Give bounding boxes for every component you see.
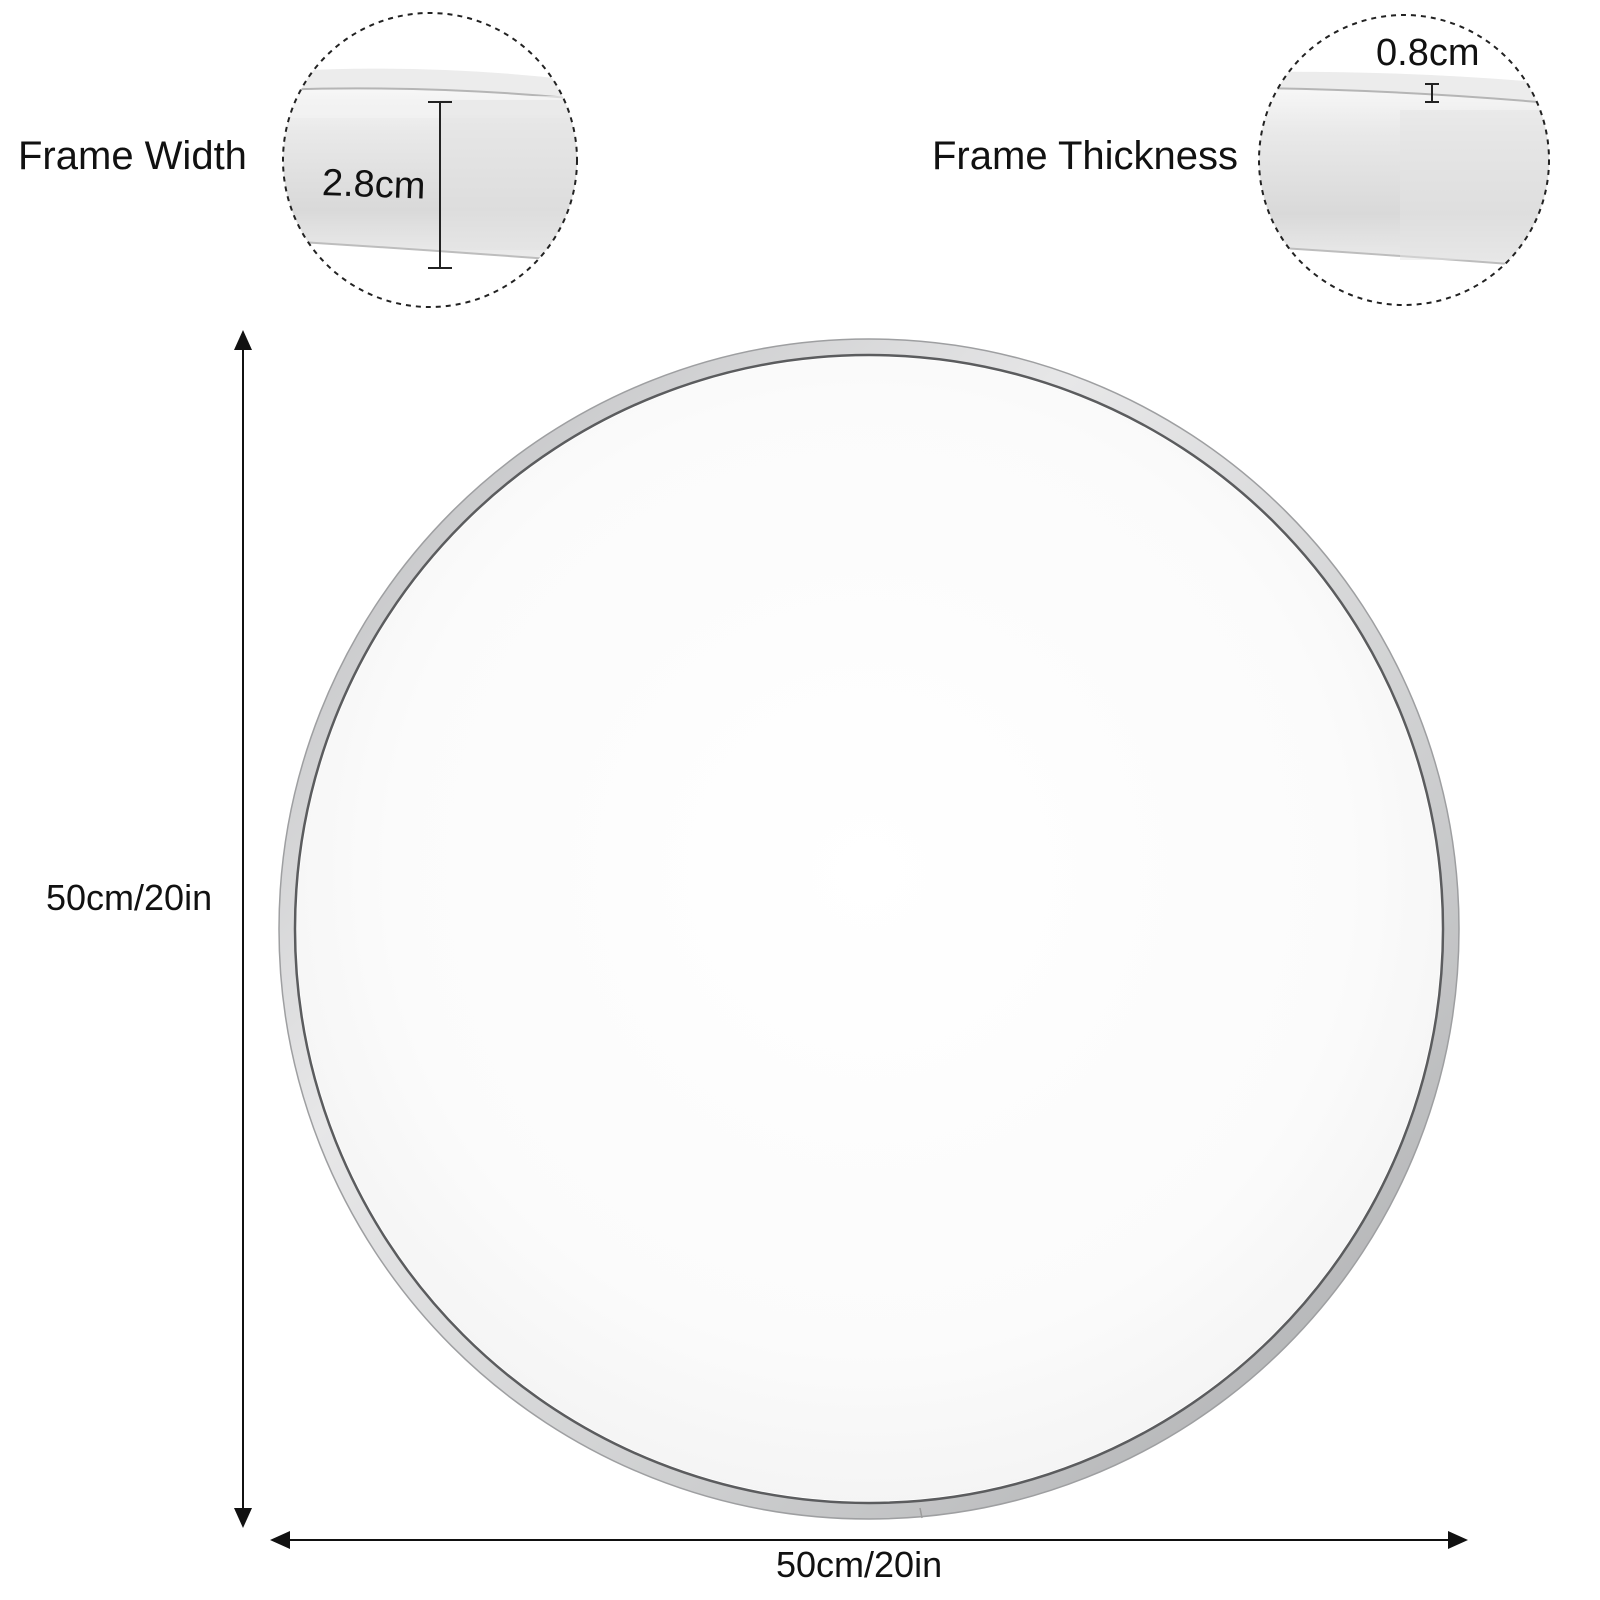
frame-thickness-value: 0.8cm <box>1376 32 1480 74</box>
round-mirror <box>278 338 1460 1520</box>
frame-thickness-zoom-circle <box>1258 14 1550 306</box>
height-dimension-label: 50cm/20in <box>46 877 213 918</box>
width-dimension-arrow <box>270 1531 1468 1549</box>
frame-thickness-label: Frame Thickness <box>932 134 1239 178</box>
width-dimension-label: 50cm/20in <box>776 1544 943 1585</box>
height-dimension-arrow <box>234 330 252 1528</box>
frame-width-zoom-circle <box>282 12 578 308</box>
frame-width-label: Frame Width <box>18 134 247 178</box>
frame-width-value: 2.8cm <box>321 162 427 208</box>
